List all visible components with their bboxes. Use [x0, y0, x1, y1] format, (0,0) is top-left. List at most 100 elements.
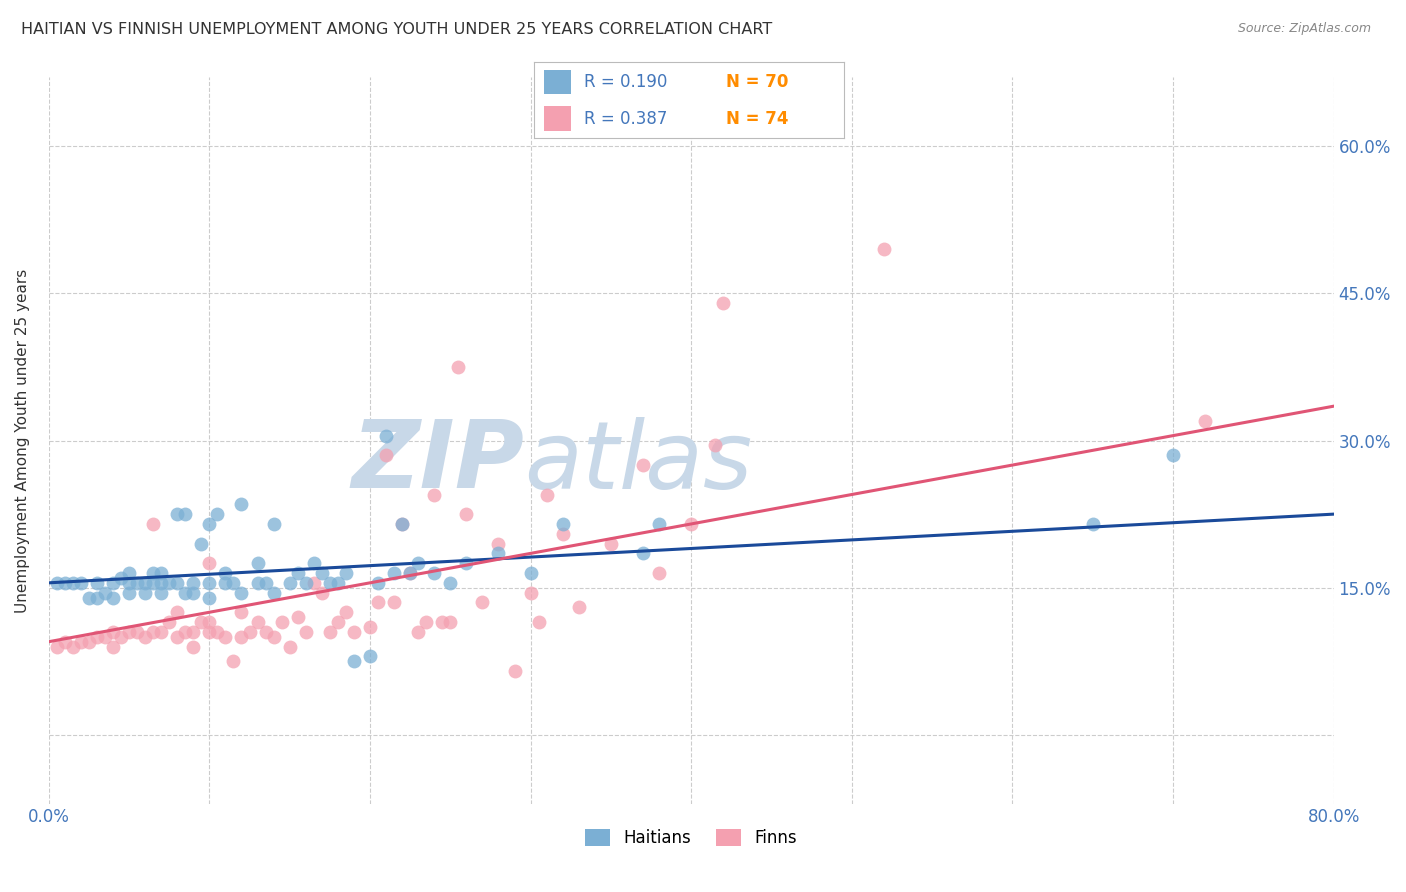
Point — [382, 595, 405, 609]
Point — [263, 585, 285, 599]
Point — [488, 546, 510, 560]
Point — [599, 536, 621, 550]
Point — [254, 575, 277, 590]
Point — [278, 640, 301, 654]
Point — [166, 575, 188, 590]
Point — [181, 640, 204, 654]
Point — [536, 487, 558, 501]
Point — [101, 624, 124, 639]
Point — [207, 624, 229, 639]
Point — [391, 516, 413, 531]
Point — [214, 566, 236, 580]
Point — [174, 585, 197, 599]
Point — [439, 615, 461, 629]
Point — [166, 630, 188, 644]
Point — [287, 566, 309, 580]
Point — [503, 664, 526, 678]
Point — [456, 556, 478, 570]
Point — [231, 605, 253, 619]
Point — [415, 615, 437, 629]
Point — [399, 566, 422, 580]
Point — [53, 634, 76, 648]
Point — [631, 546, 654, 560]
Point — [873, 242, 896, 256]
Point — [263, 630, 285, 644]
Point — [294, 575, 316, 590]
Point — [134, 630, 156, 644]
Point — [335, 566, 357, 580]
Point — [270, 615, 292, 629]
Point — [181, 575, 204, 590]
Point — [527, 615, 550, 629]
Legend: Haitians, Finns: Haitians, Finns — [578, 822, 804, 854]
Point — [311, 566, 333, 580]
Point — [45, 575, 67, 590]
Point — [263, 516, 285, 531]
Point — [70, 575, 93, 590]
Point — [319, 575, 342, 590]
Point — [118, 575, 141, 590]
Point — [86, 630, 108, 644]
Point — [150, 575, 173, 590]
Text: ZIP: ZIP — [352, 417, 524, 508]
Point — [142, 516, 165, 531]
Point — [648, 516, 671, 531]
Point — [207, 507, 229, 521]
Point — [704, 438, 727, 452]
Text: HAITIAN VS FINNISH UNEMPLOYMENT AMONG YOUTH UNDER 25 YEARS CORRELATION CHART: HAITIAN VS FINNISH UNEMPLOYMENT AMONG YO… — [21, 22, 772, 37]
Point — [551, 516, 574, 531]
Point — [375, 448, 398, 462]
Point — [326, 615, 349, 629]
Point — [343, 654, 366, 668]
Text: N = 70: N = 70 — [725, 73, 789, 91]
Point — [190, 536, 212, 550]
Text: R = 0.190: R = 0.190 — [583, 73, 666, 91]
Point — [343, 624, 366, 639]
Point — [101, 575, 124, 590]
Point — [231, 585, 253, 599]
Point — [150, 585, 173, 599]
Point — [519, 566, 541, 580]
FancyBboxPatch shape — [544, 106, 571, 130]
Point — [246, 575, 269, 590]
Point — [432, 615, 454, 629]
Point — [278, 575, 301, 590]
Point — [127, 624, 149, 639]
Point — [287, 610, 309, 624]
Text: atlas: atlas — [524, 417, 752, 508]
Point — [246, 556, 269, 570]
Point — [134, 585, 156, 599]
Text: N = 74: N = 74 — [725, 110, 789, 128]
Point — [302, 575, 325, 590]
Point — [423, 566, 446, 580]
Point — [367, 575, 389, 590]
Point — [231, 497, 253, 511]
Point — [711, 296, 734, 310]
Point — [359, 620, 381, 634]
Point — [382, 566, 405, 580]
Point — [447, 359, 470, 374]
Point — [519, 585, 541, 599]
Point — [222, 654, 245, 668]
Point — [214, 630, 236, 644]
Point — [118, 624, 141, 639]
Point — [311, 585, 333, 599]
Point — [198, 624, 221, 639]
Point — [302, 556, 325, 570]
Point — [439, 575, 461, 590]
Point — [198, 615, 221, 629]
Point — [488, 536, 510, 550]
Point — [166, 507, 188, 521]
Point — [181, 585, 204, 599]
Point — [198, 591, 221, 605]
Y-axis label: Unemployment Among Youth under 25 years: Unemployment Among Youth under 25 years — [15, 268, 30, 613]
Point — [101, 591, 124, 605]
FancyBboxPatch shape — [544, 70, 571, 95]
Point — [150, 566, 173, 580]
Point — [150, 624, 173, 639]
Point — [406, 556, 429, 570]
Point — [406, 624, 429, 639]
Point — [157, 615, 180, 629]
Text: Source: ZipAtlas.com: Source: ZipAtlas.com — [1237, 22, 1371, 36]
Point — [568, 600, 591, 615]
